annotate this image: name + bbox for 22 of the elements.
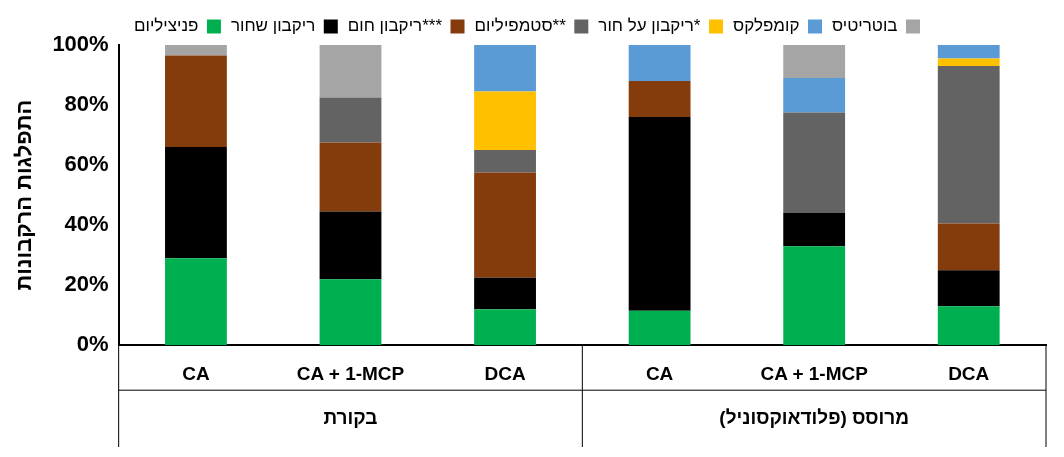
text: בקורת [323,406,378,428]
x-tick-label: DCA [484,362,526,384]
legend-label: ריקבון חום*** [347,16,443,36]
text: מרוסס (פלודאוקסוניל) [719,406,910,428]
legend-label: פניציליום [133,16,199,36]
y-tick-label: 40% [64,211,109,237]
y-axis-title: התפלגות הרקבונות [11,99,37,291]
legend-label: סטמפיליום** [474,16,567,36]
x-tick-label: CA [645,362,674,384]
y-tick-label: 20% [64,271,109,297]
x-tick-label: CA [182,362,210,384]
y-tick-label: 60% [64,151,109,177]
legend-label: ריקבון שחור [230,16,316,36]
legend-label: קומפלקס [732,16,800,36]
x-tick-label: CA + 1-MCP [760,362,869,384]
y-tick-label: 0% [76,331,109,357]
legend-label: בוטריטיס [831,16,898,36]
x-tick-label: CA + 1-MCP [296,362,405,384]
y-tick-label: 100% [52,31,109,57]
legend-label: ריקבון על חור* [598,16,701,36]
y-tick-label: 80% [64,91,109,117]
x-tick-label: DCA [948,362,990,384]
